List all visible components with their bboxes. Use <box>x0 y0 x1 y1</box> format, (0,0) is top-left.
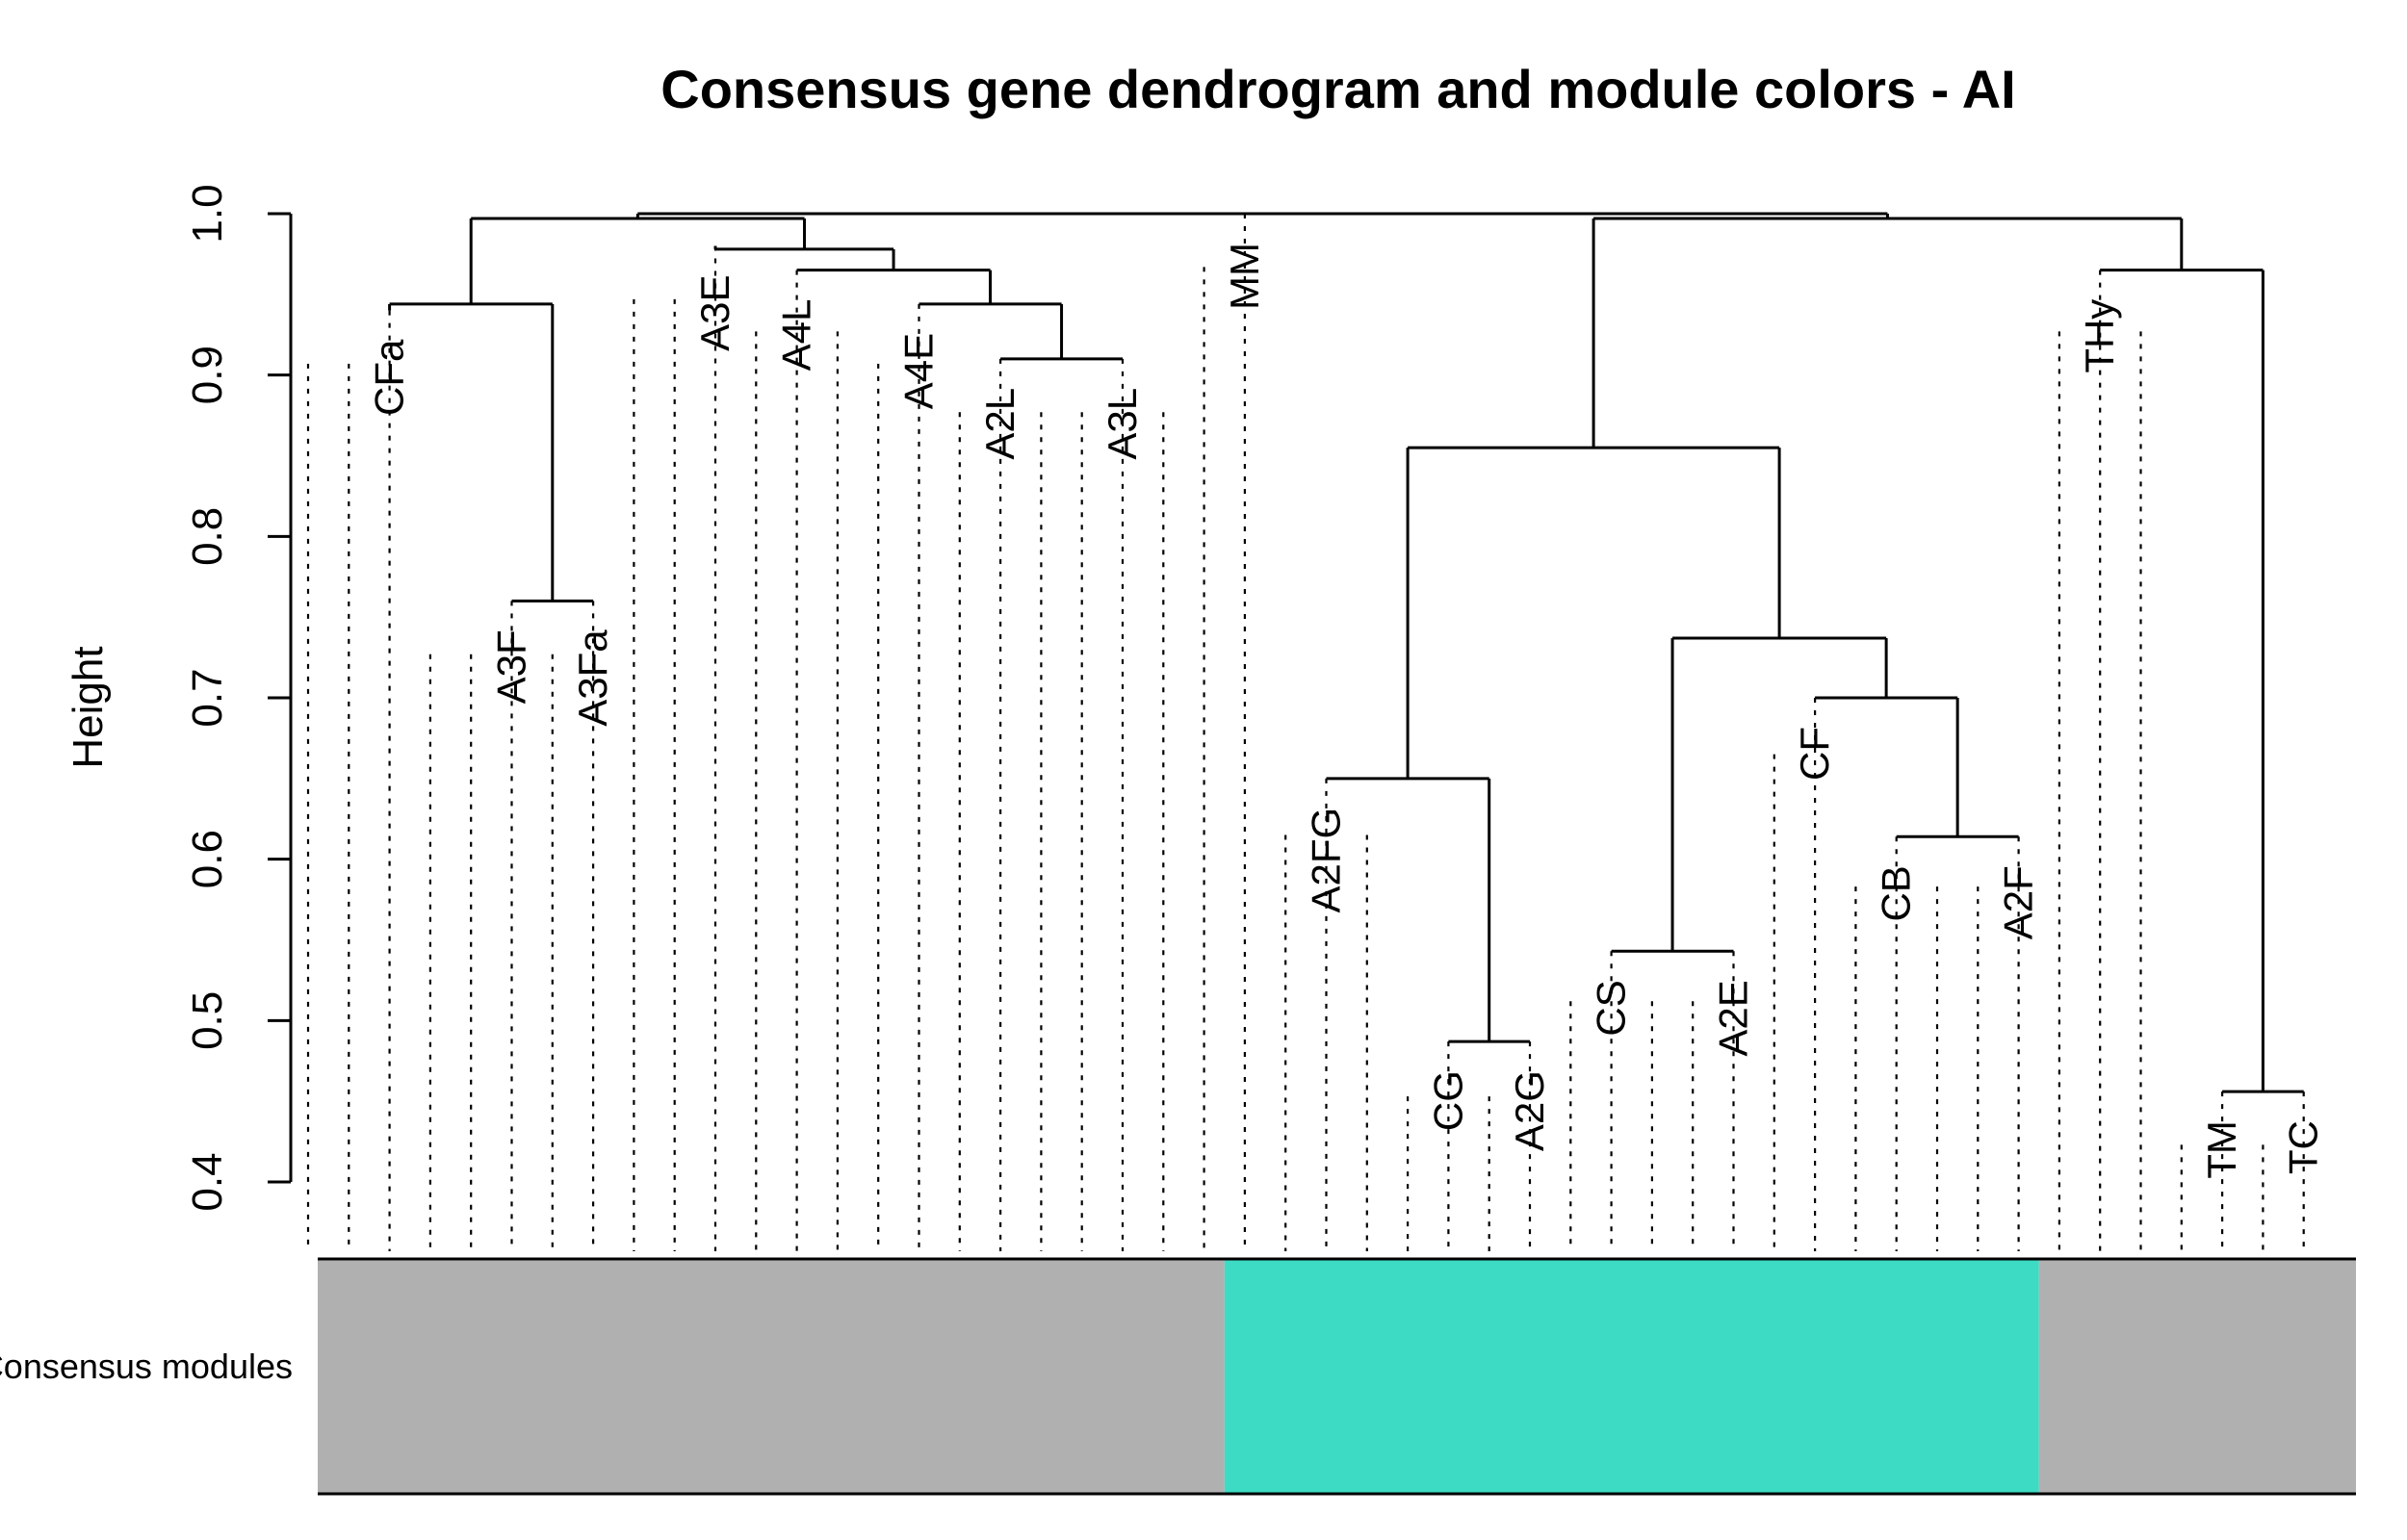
leaf-label: A3L <box>1100 388 1145 460</box>
module-band-label: Consensus modules <box>0 1347 293 1386</box>
y-tick-label: 0.5 <box>184 991 231 1050</box>
leaf-label: A4L <box>774 299 819 372</box>
y-axis: 0.4 0.5 0.6 0.7 0.8 0.9 1.0 <box>184 184 293 1212</box>
dendrogram-branches <box>388 212 2304 1093</box>
module-color-segment <box>1224 1259 2039 1494</box>
leaf-labels: CFa A3F A3Fa A3E A4L A4E A2L A3L MM A2FG CG A2G CS A2… <box>367 243 2326 1179</box>
leaf-guide-lines <box>306 214 2305 1251</box>
y-tick-label: 0.7 <box>184 668 231 727</box>
leaf-label: MM <box>1222 243 1267 310</box>
leaf-label: TC <box>2281 1120 2326 1174</box>
leaf-label: A2E <box>1711 980 1756 1056</box>
leaf-label: TM <box>2199 1120 2244 1179</box>
y-tick-label: 0.9 <box>184 346 231 404</box>
y-tick-label: 0.6 <box>184 830 231 888</box>
module-color-segment <box>318 1259 1225 1494</box>
leaf-label: A3E <box>692 275 738 351</box>
chart-title: Consensus gene dendrogram and module col… <box>660 59 2015 119</box>
leaf-label: CB <box>1874 865 1919 921</box>
y-tick-label: 0.8 <box>184 507 231 566</box>
leaf-label: A3Fa <box>570 629 615 727</box>
module-color-segment <box>2038 1259 2356 1494</box>
y-tick-label: 1.0 <box>184 184 231 243</box>
leaf-label: A2F <box>1996 865 2041 939</box>
leaf-label: CFa <box>367 339 412 416</box>
leaf-label: CF <box>1792 727 1837 781</box>
leaf-label: A4E <box>896 333 942 409</box>
leaf-label: A2G <box>1507 1070 1552 1151</box>
leaf-label: CG <box>1425 1070 1470 1131</box>
y-tick-label: 0.4 <box>184 1152 231 1211</box>
module-color-band <box>318 1257 2356 1496</box>
leaf-label: A3F <box>489 629 534 704</box>
leaf-label: CS <box>1589 980 1634 1036</box>
leaf-label: A2FG <box>1304 808 1349 913</box>
leaf-label: A2L <box>977 388 1022 460</box>
leaf-label: THy <box>2077 299 2122 373</box>
y-axis-label: Height <box>65 646 112 768</box>
